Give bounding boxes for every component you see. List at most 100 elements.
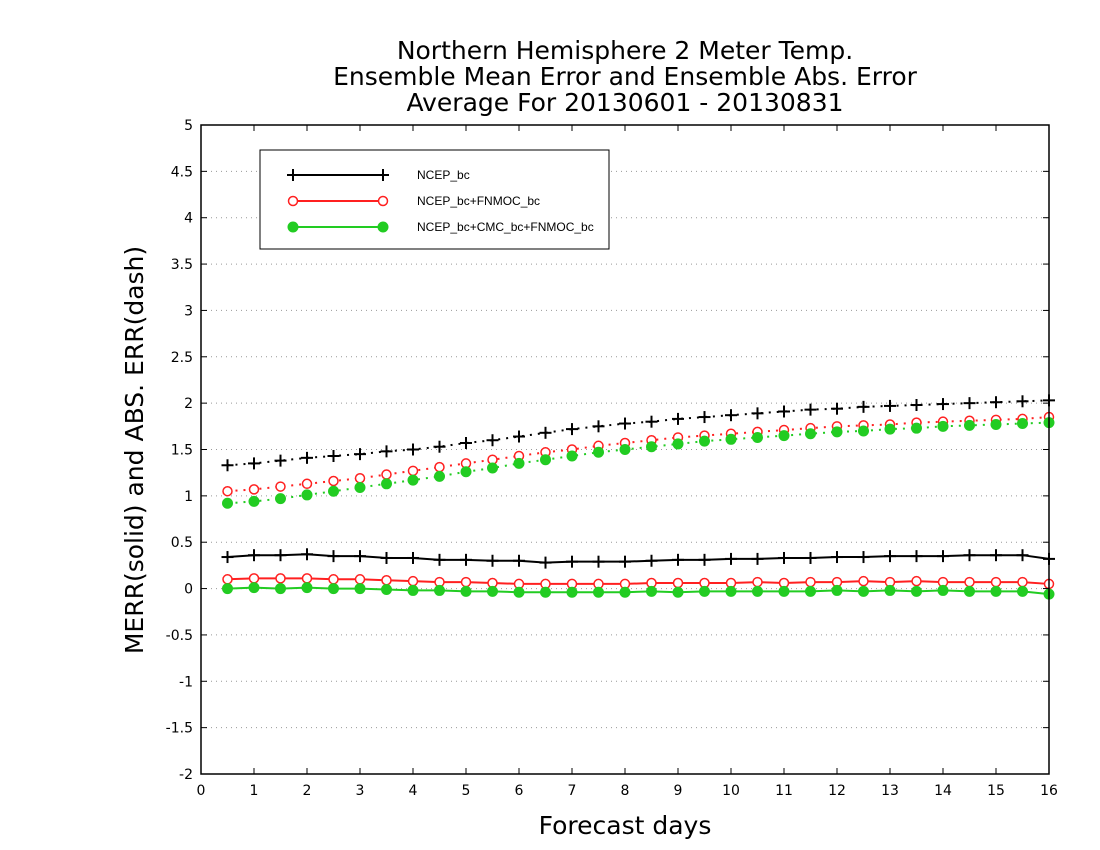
open-circle-marker [328,574,339,585]
series-layer [221,394,1055,600]
plus-marker [377,169,389,181]
plus-marker [963,549,976,562]
filled-circle-marker [513,586,525,598]
plus-marker [486,554,499,567]
plus-marker [857,551,870,564]
plus-marker [380,445,393,458]
open-circle-marker [354,574,366,585]
plus-marker [274,549,287,562]
plus-marker [778,551,790,564]
open-circle-marker [377,195,389,207]
x-tick-label: 5 [462,783,471,799]
plus-marker [327,449,340,462]
filled-circle-marker [778,585,790,597]
filled-circle-marker [884,423,896,435]
y-tick-label: -0.5 [166,628,193,644]
x-axis-title: Forecast days [539,811,712,840]
plus-marker [407,443,419,456]
plus-marker [963,397,976,410]
plus-marker [910,398,923,411]
plus-marker [592,555,605,568]
plus-marker [539,556,552,569]
open-circle-marker [752,576,763,588]
filled-circle-marker [377,221,389,233]
plus-marker [592,420,605,433]
filled-circle-marker [222,583,233,595]
open-circle-marker [407,575,419,587]
filled-circle-marker [699,585,710,597]
open-circle-marker [301,478,313,490]
filled-circle-marker [964,419,975,431]
filled-circle-marker [301,489,313,501]
open-circle-marker [381,469,392,480]
chart-title-line-1: Northern Hemisphere 2 Meter Temp. [396,36,854,65]
plus-marker [751,407,764,420]
plus-marker [884,550,896,563]
open-circle-marker [222,485,233,497]
open-circle-marker [275,481,286,492]
filled-circle-marker [434,584,445,596]
plus-marker [301,451,313,464]
filled-circle-marker [752,431,763,443]
y-tick-label: 3.5 [171,257,193,273]
legend-entry: NCEP_bc+FNMOC_bc [287,194,540,208]
plus-marker [513,430,525,443]
open-circle-marker [248,573,260,584]
filled-circle-marker [460,466,472,478]
filled-circle-marker [911,422,922,434]
filled-circle-marker [593,586,604,598]
plus-marker [433,440,446,453]
legend-label: NCEP_bc+CMC_bc+FNMOC_bc [417,220,594,234]
open-circle-marker [248,484,260,495]
plus-marker [698,411,711,424]
plus-marker [725,409,737,422]
filled-circle-marker [487,462,498,474]
y-tick-label: 3 [184,303,193,319]
open-circle-marker [460,576,472,588]
y-tick-label: 2 [184,396,193,412]
plus-marker [937,398,949,411]
plus-marker [831,551,843,564]
plus-marker [725,552,737,565]
plus-marker [354,448,366,461]
filled-circle-marker [407,474,419,486]
y-tick-label: 1.5 [171,443,193,459]
open-circle-marker [407,465,419,477]
y-tick-label: -1.5 [166,721,193,737]
plus-marker [327,550,340,563]
plus-marker [1016,395,1029,408]
legend: NCEP_bc NCEP_bc+FNMOC_bc NCEP_bc+CMC_bc+FN… [259,149,610,250]
plus-marker [672,553,684,566]
plus-marker [804,551,817,564]
y-tick-label: -1 [179,674,193,690]
y-tick-label: 4.5 [171,164,193,180]
plus-marker [937,550,949,563]
filled-circle-marker [460,585,472,597]
filled-circle-marker [805,428,816,440]
x-tick-label: 14 [934,783,952,799]
filled-circle-marker [646,585,657,597]
filled-circle-marker [354,482,366,494]
plus-marker [380,551,393,564]
merr-line [227,577,1050,585]
x-tick-label: 6 [515,783,524,799]
legend-entry: NCEP_bc [287,168,470,182]
plus-marker [407,551,419,564]
plus-marker [751,552,764,565]
filled-circle-marker [593,446,604,458]
open-circle-marker [964,576,975,588]
legend-label: NCEP_bc+FNMOC_bc [417,194,540,208]
open-circle-marker [381,574,392,586]
filled-circle-marker [831,426,843,438]
filled-circle-marker [725,433,737,445]
plus-marker [248,549,260,562]
chart-title-line-2: Ensemble Mean Error and Ensemble Abs. Er… [333,62,917,91]
filled-circle-marker [248,582,260,594]
x-tick-label: 7 [568,783,577,799]
x-tick-label: 4 [409,783,418,799]
x-tick-label: 16 [1040,783,1058,799]
filled-circle-marker [381,478,392,490]
plus-marker [433,553,446,566]
plus-marker [698,553,711,566]
plus-marker [831,402,843,415]
